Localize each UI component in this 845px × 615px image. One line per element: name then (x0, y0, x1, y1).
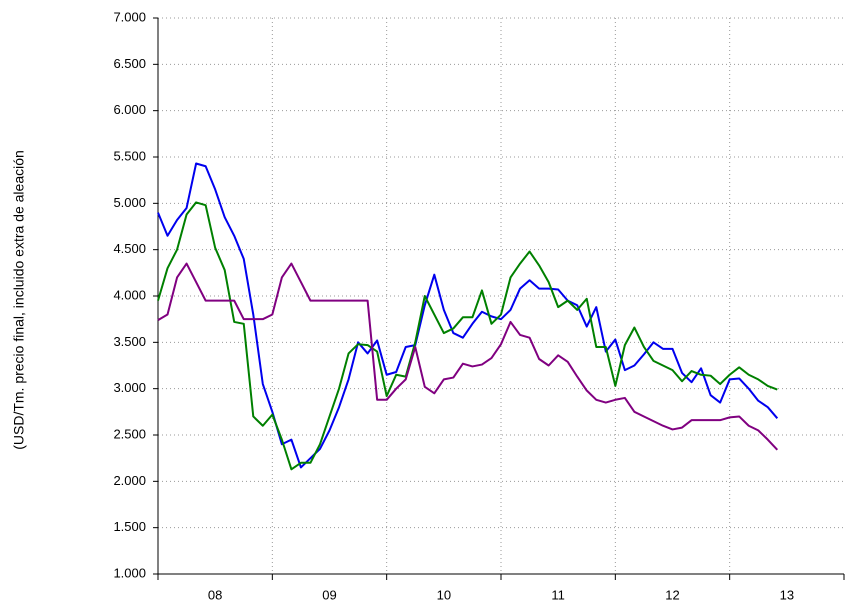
series-line (157, 201, 778, 471)
y-tick-label: 2.000 (113, 473, 146, 488)
y-tick-label: 5.000 (113, 195, 146, 210)
x-tick-label: 10 (437, 587, 451, 602)
y-tick-label: 1.000 (113, 565, 146, 580)
x-tick-label: 13 (780, 587, 794, 602)
y-tick-label: 7.000 (113, 9, 146, 24)
y-tick-label: 1.500 (113, 519, 146, 534)
x-tick-label: 11 (551, 587, 565, 602)
y-tick-label: 5.500 (113, 148, 146, 163)
x-tick-label: 08 (208, 587, 222, 602)
y-tick-label: 2.500 (113, 426, 146, 441)
y-axis-label: (USD/Tm. precio final, incluido extra de… (11, 150, 27, 450)
y-tick-label: 4.000 (113, 287, 146, 302)
y-tick-label: 4.500 (113, 241, 146, 256)
series-line (157, 162, 779, 469)
y-tick-label: 3.000 (113, 380, 146, 395)
y-tick-label: 6.000 (113, 102, 146, 117)
x-tick-label: 12 (665, 587, 679, 602)
y-tick-label: 3.500 (113, 334, 146, 349)
y-tick-label: 6.500 (113, 56, 146, 71)
x-tick-label: 09 (322, 587, 336, 602)
series-line (157, 262, 779, 451)
